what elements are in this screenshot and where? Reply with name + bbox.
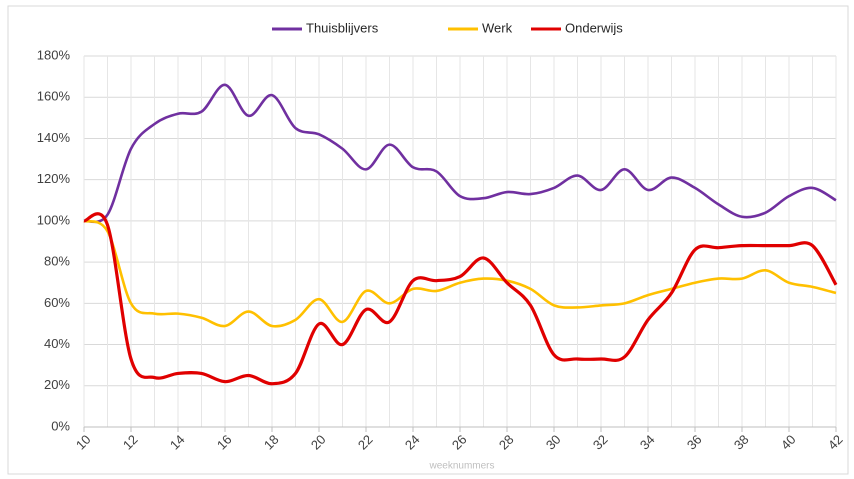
y-tick-label: 20% (44, 377, 70, 392)
legend-label: Thuisblijvers (306, 20, 379, 35)
y-tick-label: 140% (37, 130, 71, 145)
y-tick-label: 120% (37, 171, 71, 186)
legend-label: Werk (482, 20, 513, 35)
y-tick-label: 60% (44, 295, 70, 310)
legend-label: Onderwijs (565, 20, 623, 35)
y-tick-label: 40% (44, 336, 70, 351)
chart-border (7, 5, 849, 475)
x-axis-label: weeknummers (428, 461, 494, 472)
y-tick-label: 0% (51, 418, 70, 433)
y-tick-label: 100% (37, 212, 71, 227)
line-series (83, 219, 837, 328)
y-tick-label: 80% (44, 254, 70, 269)
line-series (83, 212, 838, 386)
line-series (83, 83, 837, 224)
y-tick-label: 160% (37, 89, 71, 104)
y-tick-label: 180% (37, 47, 71, 62)
